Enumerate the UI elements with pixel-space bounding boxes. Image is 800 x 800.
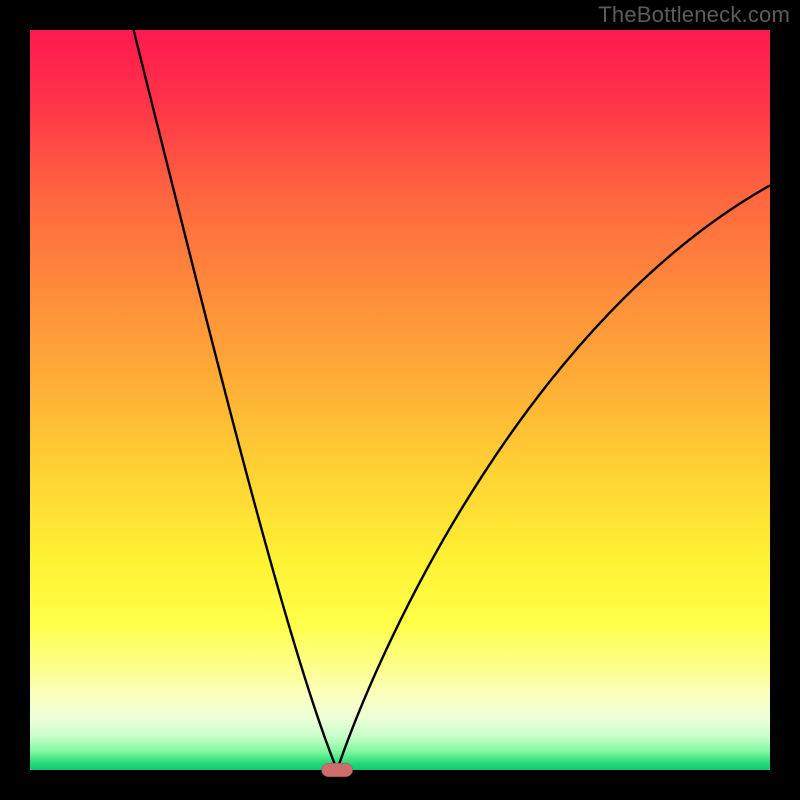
bottleneck-chart bbox=[0, 0, 800, 800]
watermark-text: TheBottleneck.com bbox=[598, 2, 790, 28]
chart-container: TheBottleneck.com bbox=[0, 0, 800, 800]
plot-background bbox=[30, 30, 770, 770]
cusp-marker bbox=[322, 763, 353, 776]
